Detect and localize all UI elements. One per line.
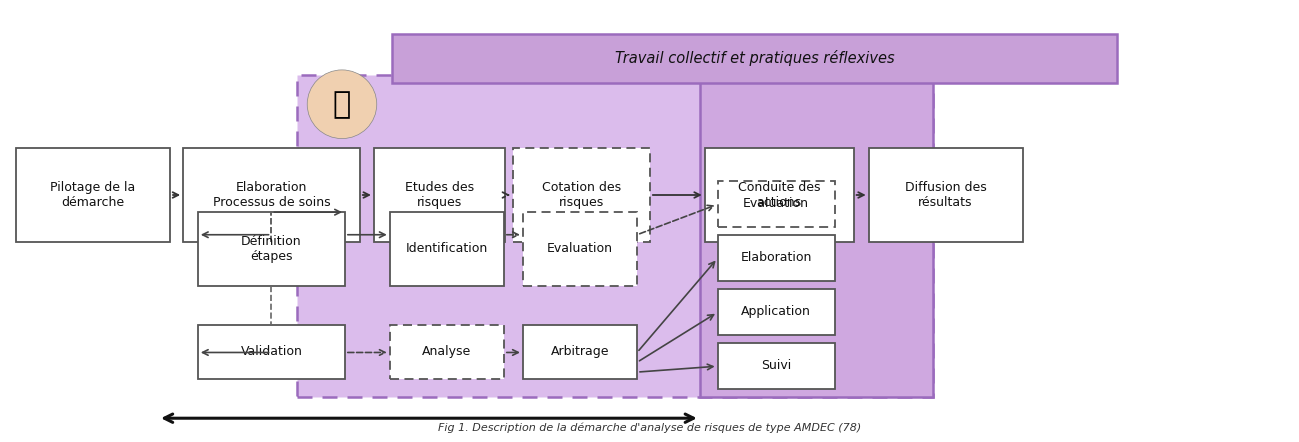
Text: Pilotage de la
démarche: Pilotage de la démarche (51, 181, 135, 209)
Bar (374, 149, 505, 242)
Bar (700, 75, 933, 396)
Text: 👥: 👥 (333, 90, 351, 119)
Bar (197, 325, 346, 379)
Text: Etudes des
risques: Etudes des risques (405, 181, 474, 209)
Text: Diffusion des
résultats: Diffusion des résultats (904, 181, 986, 209)
Text: Définition
étapes: Définition étapes (242, 235, 301, 263)
Text: Conduite des
actions: Conduite des actions (738, 181, 821, 209)
Text: Elaboration: Elaboration (740, 251, 812, 264)
Bar (717, 289, 835, 335)
Text: Identification: Identification (405, 243, 488, 255)
Bar (522, 212, 637, 286)
Bar (390, 212, 504, 286)
Bar (16, 149, 170, 242)
Bar (392, 34, 1117, 83)
Text: Cotation des
risques: Cotation des risques (542, 181, 621, 209)
Text: Validation: Validation (240, 346, 303, 358)
Text: Evaluation: Evaluation (547, 243, 613, 255)
Text: Application: Application (742, 305, 811, 318)
Text: Analyse: Analyse (422, 346, 472, 358)
Text: Evaluation: Evaluation (743, 197, 809, 210)
Text: Travail collectif et pratiques réflexives: Travail collectif et pratiques réflexive… (614, 50, 894, 66)
Bar (704, 149, 853, 242)
Bar (297, 75, 933, 396)
Bar (717, 235, 835, 281)
Bar (390, 325, 504, 379)
Text: Fig 1. Description de la démarche d'analyse de risques de type AMDEC (78): Fig 1. Description de la démarche d'anal… (438, 423, 861, 433)
Bar (717, 181, 835, 227)
Bar (522, 325, 637, 379)
Bar (513, 149, 650, 242)
Circle shape (307, 70, 377, 139)
Text: Elaboration
Processus de soins: Elaboration Processus de soins (213, 181, 330, 209)
Text: Suivi: Suivi (761, 359, 791, 372)
Bar (869, 149, 1022, 242)
Text: Arbitrage: Arbitrage (551, 346, 609, 358)
Bar (183, 149, 360, 242)
Bar (717, 343, 835, 389)
Bar (197, 212, 346, 286)
